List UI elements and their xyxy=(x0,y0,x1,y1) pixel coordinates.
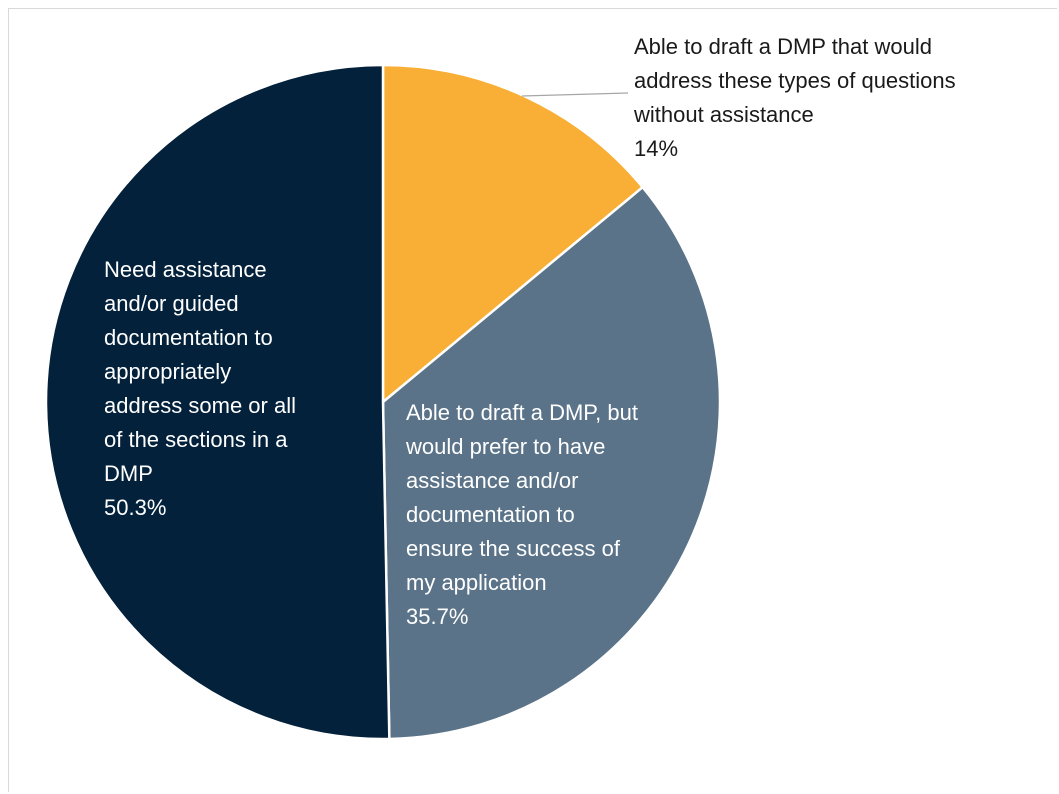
pie-labels: Able to draft a DMP that would address th… xyxy=(104,34,956,629)
slice-value-label: 14% xyxy=(634,136,678,161)
slice-label-line: DMP xyxy=(104,461,153,486)
slice-label-line: address these types of questions xyxy=(634,68,956,93)
slice-value-label: 35.7% xyxy=(406,604,468,629)
slice-value-label: 50.3% xyxy=(104,495,166,520)
slice-label-line: documentation to xyxy=(104,325,273,350)
slice-label-line: address some or all xyxy=(104,393,296,418)
slice-label-line: ensure the success of xyxy=(406,536,621,561)
slice-label-line: without assistance xyxy=(633,102,814,127)
slice-label-35-7: Able to draft a DMP, but would prefer to … xyxy=(405,400,638,629)
slice-label-line: Need assistance xyxy=(104,257,267,282)
slice-label-line: would prefer to have xyxy=(405,434,605,459)
slice-label-line: my application xyxy=(406,570,547,595)
pie-slice-35-7 xyxy=(381,185,722,741)
slice-label-line: documentation to xyxy=(406,502,575,527)
slice-label-14: Able to draft a DMP that would address th… xyxy=(633,34,956,161)
pie-slices xyxy=(44,63,722,741)
leader-line xyxy=(521,92,629,97)
slice-label-line: and/or guided xyxy=(104,291,239,316)
pie-slice-50-3 xyxy=(44,63,391,741)
slice-label-50-3: Need assistance and/or guided documentatio… xyxy=(104,257,296,520)
leader-lines xyxy=(521,92,629,97)
pie-slice-14 xyxy=(381,63,644,404)
slice-label-line: Able to draft a DMP that would xyxy=(634,34,932,59)
slice-label-line: Able to draft a DMP, but xyxy=(406,400,638,425)
slice-label-line: assistance and/or xyxy=(406,468,578,493)
slice-label-line: of the sections in a xyxy=(104,427,288,452)
slice-label-line: appropriately xyxy=(104,359,231,384)
